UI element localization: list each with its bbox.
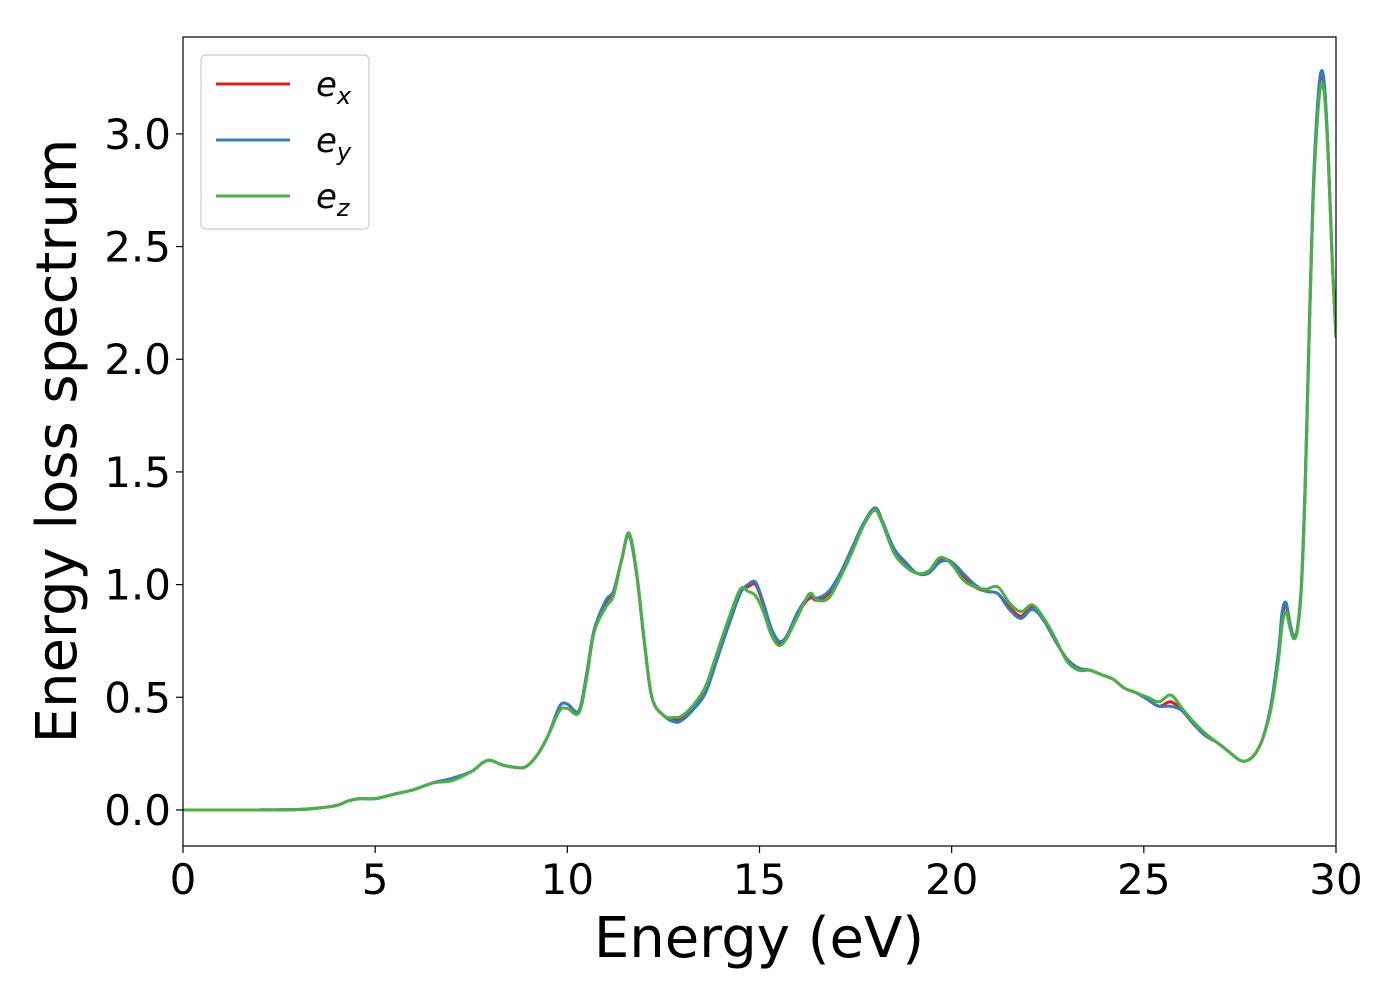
y-tick-label: 1.0 xyxy=(104,561,171,610)
x-tick-label: 15 xyxy=(733,855,786,904)
x-tick-label: 20 xyxy=(925,855,978,904)
legend-label-y: ey xyxy=(316,121,352,166)
x-tick-label: 25 xyxy=(1117,855,1170,904)
legend-entries: ex ey ez xyxy=(216,65,352,222)
y-tick-label: 3.0 xyxy=(104,110,171,159)
x-tick-label: 5 xyxy=(362,855,389,904)
legend-label-x: ex xyxy=(316,65,352,110)
y-axis-label: Energy loss spectrum xyxy=(25,139,90,744)
y-tick-label: 1.5 xyxy=(104,448,171,497)
x-tick-label: 10 xyxy=(541,855,594,904)
legend-frame xyxy=(200,54,370,230)
y-tick-label: 0.5 xyxy=(104,673,171,722)
x-axis-label: Energy (eV) xyxy=(594,906,924,971)
series-layer xyxy=(183,69,1336,812)
x-tick-label: 30 xyxy=(1309,855,1362,904)
legend: ex ey ez xyxy=(200,54,370,230)
series-line-z xyxy=(183,82,1336,812)
x-tick-label: 0 xyxy=(170,855,197,904)
legend-label-z: ez xyxy=(316,177,351,222)
plot-background xyxy=(183,37,1336,846)
y-tick-label: 2.5 xyxy=(104,223,171,272)
y-tick-label: 2.0 xyxy=(104,335,171,384)
y-axis-ticks: 0.0 0.5 1.0 1.5 2.0 2.5 3.0 xyxy=(104,110,183,835)
y-tick-label: 0.0 xyxy=(104,786,171,835)
x-axis-ticks: 0 5 10 15 20 25 30 xyxy=(170,846,1363,904)
